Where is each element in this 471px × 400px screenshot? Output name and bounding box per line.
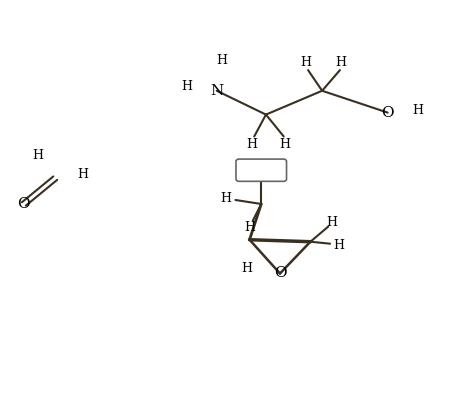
Text: H: H — [244, 220, 255, 234]
Text: H: H — [220, 192, 232, 204]
Text: O: O — [17, 197, 30, 211]
Text: H: H — [333, 239, 344, 252]
Text: H: H — [242, 262, 253, 275]
Text: H: H — [216, 54, 227, 68]
Text: H: H — [335, 56, 346, 70]
Text: O: O — [274, 266, 286, 280]
Text: H: H — [279, 138, 290, 151]
Text: H: H — [326, 216, 337, 229]
Text: H: H — [300, 56, 311, 70]
Text: H: H — [413, 104, 423, 117]
Text: Abs: Abs — [249, 164, 274, 177]
FancyBboxPatch shape — [236, 159, 286, 181]
Text: H: H — [181, 80, 192, 93]
Text: H: H — [32, 149, 43, 162]
Text: O: O — [382, 106, 394, 120]
Text: H: H — [246, 138, 257, 151]
Text: H: H — [77, 168, 88, 182]
Text: N: N — [210, 84, 223, 98]
